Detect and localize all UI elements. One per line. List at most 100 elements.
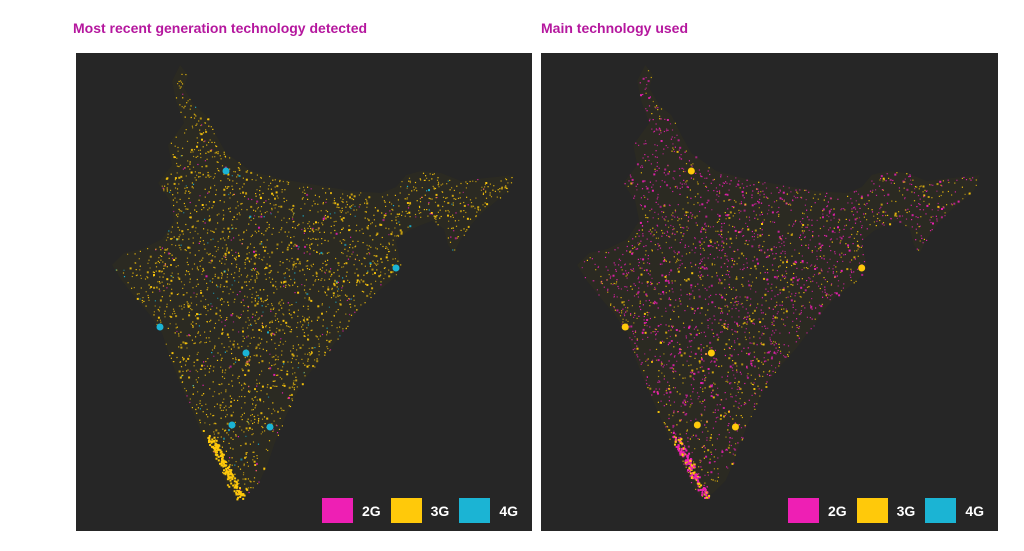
- coverage-point: [251, 293, 253, 295]
- coverage-point: [616, 281, 618, 283]
- coverage-point: [697, 308, 699, 310]
- coverage-point: [290, 236, 292, 239]
- coverage-point: [663, 353, 665, 355]
- coverage-point: [778, 213, 780, 216]
- coverage-point: [278, 231, 280, 233]
- coverage-point: [477, 208, 479, 210]
- coverage-point: [660, 118, 662, 120]
- coverage-point: [317, 279, 320, 281]
- coverage-point: [278, 329, 281, 332]
- coverage-point: [225, 389, 227, 391]
- coverage-point: [326, 334, 328, 336]
- coverage-point: [177, 213, 179, 215]
- coverage-point: [651, 249, 653, 251]
- coverage-point: [783, 344, 785, 346]
- coverage-point: [306, 293, 309, 296]
- coverage-point: [685, 433, 687, 435]
- coverage-point: [660, 108, 663, 110]
- coverage-point: [637, 296, 639, 298]
- coverage-point: [724, 323, 726, 325]
- coverage-point: [655, 348, 658, 350]
- coverage-point: [653, 234, 655, 236]
- coverage-point: [826, 192, 828, 194]
- coverage-point: [685, 396, 687, 399]
- coverage-point: [710, 478, 713, 481]
- coverage-point: [378, 275, 381, 278]
- coverage-point: [651, 394, 653, 396]
- coverage-point: [228, 429, 230, 432]
- coverage-point: [709, 240, 711, 242]
- coverage-point: [173, 361, 175, 363]
- coverage-point: [889, 178, 892, 181]
- coastal-point: [208, 436, 211, 439]
- coverage-point: [484, 183, 486, 186]
- coverage-point: [181, 210, 183, 212]
- coverage-point: [845, 224, 847, 226]
- coverage-point: [292, 263, 295, 266]
- coverage-point: [271, 233, 273, 235]
- coverage-point: [217, 286, 219, 288]
- coverage-point: [226, 350, 228, 352]
- coverage-point: [288, 231, 290, 233]
- coverage-point: [213, 176, 216, 178]
- coverage-point: [712, 246, 714, 248]
- coverage-point: [689, 438, 691, 440]
- coverage-point: [655, 150, 657, 152]
- coverage-point: [692, 290, 694, 292]
- coverage-point: [665, 292, 667, 294]
- coverage-point: [693, 203, 695, 206]
- coverage-point: [670, 404, 672, 406]
- coverage-point: [751, 365, 753, 367]
- coverage-point: [752, 360, 754, 362]
- coverage-point: [385, 205, 387, 207]
- coverage-point: [138, 293, 140, 295]
- coverage-point: [282, 313, 284, 315]
- coverage-point: [918, 203, 920, 205]
- coverage-point: [709, 318, 711, 320]
- coverage-point: [764, 293, 767, 296]
- coverage-point: [324, 260, 326, 262]
- coverage-point: [252, 403, 254, 405]
- coverage-point: [214, 152, 216, 154]
- coverage-point: [307, 322, 310, 324]
- coverage-point: [650, 163, 652, 165]
- coverage-point: [740, 210, 742, 212]
- coverage-point: [736, 365, 738, 367]
- coverage-point: [212, 450, 214, 452]
- coverage-point: [604, 256, 607, 258]
- coverage-point: [680, 158, 683, 160]
- coverage-point: [677, 204, 679, 206]
- coverage-point: [167, 283, 169, 285]
- coverage-point: [204, 188, 206, 190]
- coverage-point: [711, 329, 713, 331]
- coverage-point: [394, 194, 396, 196]
- coverage-point: [736, 371, 738, 373]
- coverage-point: [216, 161, 218, 163]
- coverage-point: [139, 265, 141, 267]
- coverage-point: [931, 197, 933, 199]
- coverage-point: [251, 179, 253, 181]
- coverage-point: [290, 350, 292, 352]
- coverage-point: [740, 405, 742, 407]
- coverage-point: [354, 205, 356, 207]
- coverage-point: [238, 375, 240, 377]
- coverage-point: [626, 310, 628, 312]
- coverage-point: [421, 187, 423, 189]
- coverage-point: [278, 428, 281, 430]
- coverage-point: [691, 307, 694, 310]
- coverage-point: [732, 360, 734, 362]
- coverage-point: [185, 175, 187, 177]
- coverage-point: [801, 255, 803, 257]
- coverage-point: [684, 377, 686, 379]
- coverage-point: [320, 251, 323, 254]
- coverage-point: [668, 330, 670, 332]
- coverage-point: [194, 254, 196, 256]
- coverage-point: [750, 415, 752, 418]
- coverage-point: [306, 244, 308, 246]
- coverage-point: [887, 214, 889, 216]
- coverage-point: [216, 403, 218, 405]
- coverage-point: [362, 280, 365, 283]
- coverage-point: [330, 268, 332, 270]
- coverage-point: [829, 227, 831, 229]
- coverage-point: [622, 253, 624, 256]
